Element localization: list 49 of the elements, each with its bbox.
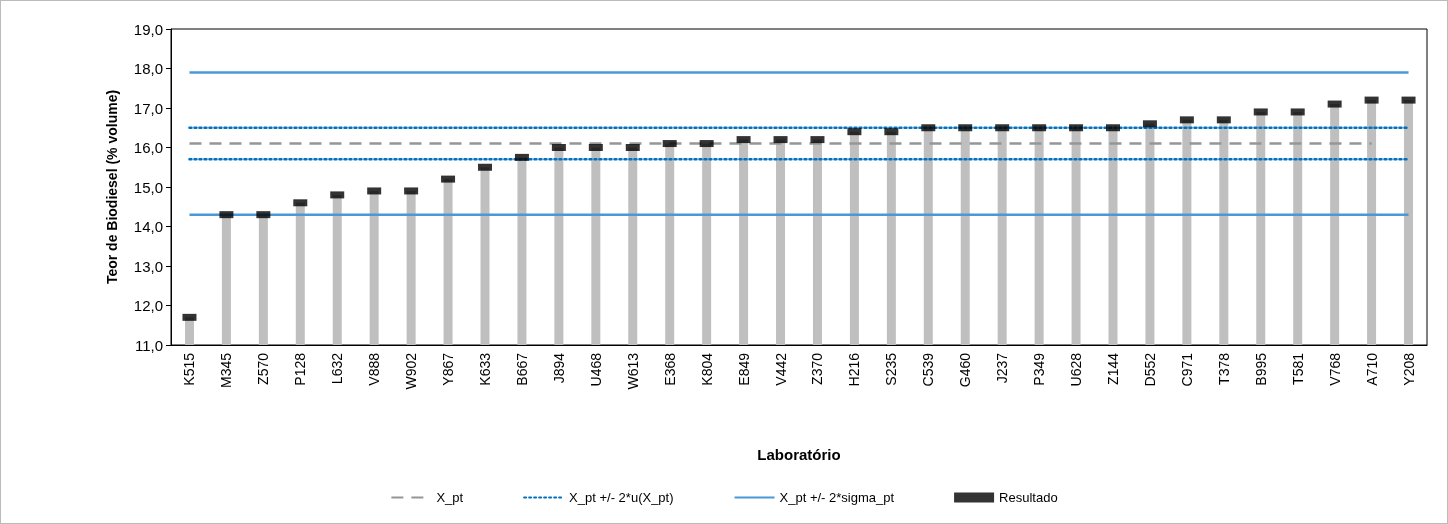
x-tick-label: K515	[181, 352, 198, 386]
y-tick-label: 18,0	[133, 60, 163, 77]
x-tick-label: B995	[1252, 352, 1269, 386]
x-tick-label: V888	[366, 352, 383, 386]
legend-label: X_pt +/- 2*u(X_pt)	[569, 490, 674, 505]
x-tick-label: B667	[513, 352, 530, 386]
x-tick-label: Z144	[1105, 352, 1121, 385]
x-tick-label: K633	[477, 352, 493, 386]
y-tick-label: 17,0	[133, 99, 163, 117]
y-tick-label: 11,0	[134, 336, 163, 354]
x-tick-label: U628	[1068, 352, 1085, 387]
x-tick-label: H216	[846, 352, 863, 387]
y-tick-label: 16,0	[133, 139, 163, 156]
x-tick-label: C539	[920, 352, 937, 387]
y-tick-label: 15,0	[133, 178, 163, 196]
y-axis-title: Teor de Biodiesel (% volume)	[104, 89, 120, 285]
x-tick-label: J894	[550, 352, 567, 384]
x-tick-label: V442	[772, 352, 789, 386]
x-tick-label: P349	[1031, 352, 1048, 386]
y-tick-label: 12,0	[133, 297, 163, 314]
x-tick-label: C971	[1178, 352, 1195, 387]
legend-label: X_pt +/- 2*sigma_pt	[779, 490, 895, 505]
x-tick-label: Y867	[440, 352, 457, 386]
x-tick-label: G460	[957, 352, 974, 388]
y-tick-label: 13,0	[133, 257, 163, 275]
x-tick-label: Z370	[809, 352, 826, 385]
legend-label: Resultado	[999, 490, 1058, 505]
x-tick-label: Z570	[255, 352, 272, 385]
x-tick-label: D552	[1141, 352, 1158, 387]
x-tick-label: E368	[661, 352, 678, 386]
y-tick-label: 14,0	[133, 218, 163, 235]
x-tick-label: J237	[994, 352, 1011, 384]
y-tick-label: 19,0	[133, 20, 163, 38]
x-tick-label: W902	[403, 352, 420, 390]
x-tick-label: V768	[1326, 352, 1343, 386]
x-tick-label: S235	[883, 352, 900, 386]
x-tick-label: M345	[218, 352, 235, 389]
x-tick-label: Y208	[1400, 352, 1417, 386]
x-tick-label: L632	[329, 352, 346, 385]
x-tick-label: W613	[624, 352, 641, 390]
x-tick-label: P128	[292, 352, 309, 386]
x-tick-label: E849	[735, 352, 752, 386]
x-tick-label: K804	[698, 352, 715, 386]
x-tick-label: U468	[587, 352, 604, 387]
x-tick-label: T581	[1289, 352, 1306, 385]
x-axis-title: Laboratório	[757, 446, 841, 463]
x-tick-label: A710	[1363, 352, 1380, 386]
legend-label: X_pt	[436, 490, 464, 505]
x-tick-label: T378	[1215, 352, 1232, 385]
